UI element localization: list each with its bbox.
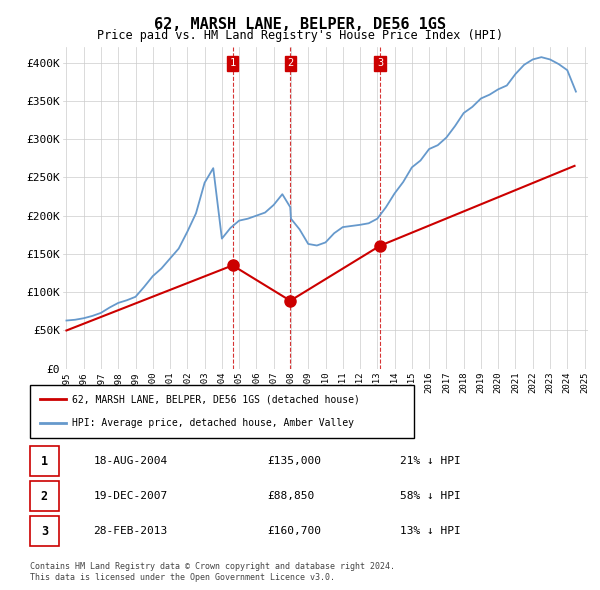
Text: 58% ↓ HPI: 58% ↓ HPI: [400, 491, 461, 501]
FancyBboxPatch shape: [30, 446, 59, 476]
Text: 21% ↓ HPI: 21% ↓ HPI: [400, 456, 461, 466]
Text: 62, MARSH LANE, BELPER, DE56 1GS: 62, MARSH LANE, BELPER, DE56 1GS: [154, 17, 446, 31]
Text: 28-FEB-2013: 28-FEB-2013: [94, 526, 168, 536]
FancyBboxPatch shape: [30, 385, 414, 438]
Text: £135,000: £135,000: [268, 456, 322, 466]
Text: 1: 1: [229, 58, 236, 68]
FancyBboxPatch shape: [30, 516, 59, 546]
Text: 19-DEC-2007: 19-DEC-2007: [94, 491, 168, 501]
Text: 13% ↓ HPI: 13% ↓ HPI: [400, 526, 461, 536]
Text: 3: 3: [377, 58, 383, 68]
Text: 3: 3: [41, 525, 48, 538]
FancyBboxPatch shape: [30, 481, 59, 511]
Text: 1: 1: [41, 454, 48, 468]
Text: HPI: Average price, detached house, Amber Valley: HPI: Average price, detached house, Ambe…: [72, 418, 354, 428]
Text: £88,850: £88,850: [268, 491, 314, 501]
Text: Contains HM Land Registry data © Crown copyright and database right 2024.: Contains HM Land Registry data © Crown c…: [30, 562, 395, 571]
Text: 18-AUG-2004: 18-AUG-2004: [94, 456, 168, 466]
Text: £160,700: £160,700: [268, 526, 322, 536]
Text: Price paid vs. HM Land Registry's House Price Index (HPI): Price paid vs. HM Land Registry's House …: [97, 30, 503, 42]
Text: 2: 2: [41, 490, 48, 503]
Text: 2: 2: [287, 58, 293, 68]
Text: 62, MARSH LANE, BELPER, DE56 1GS (detached house): 62, MARSH LANE, BELPER, DE56 1GS (detach…: [72, 394, 360, 404]
Text: This data is licensed under the Open Government Licence v3.0.: This data is licensed under the Open Gov…: [30, 573, 335, 582]
